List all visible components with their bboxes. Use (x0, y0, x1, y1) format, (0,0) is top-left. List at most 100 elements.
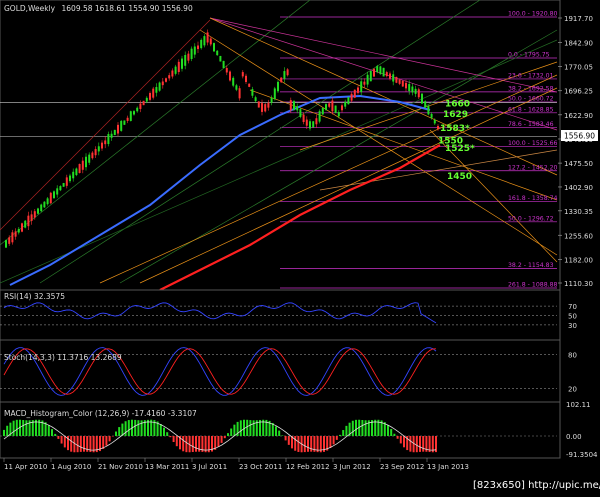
macd-bar (57, 436, 59, 439)
time-label: 23 Sep 2012 (380, 463, 424, 471)
candle-body (207, 32, 209, 42)
candle-body (287, 69, 289, 75)
candle-body (178, 62, 180, 72)
macd-level-label: 0.00 (566, 433, 582, 441)
macd-bar (105, 436, 107, 446)
candle-body (194, 47, 196, 55)
price-label: 1402.90 (564, 184, 593, 192)
price-label: 1696.25 (564, 88, 593, 96)
macd-bar (387, 425, 389, 436)
candle-body (168, 75, 170, 78)
candle-body (319, 111, 321, 121)
fib-level-label: 38.2 - 1154.83 (508, 262, 554, 269)
candle-body (354, 90, 356, 98)
time-label: 13 Jan 2013 (427, 463, 469, 471)
stochastic-title: Stoch(14,3,3) 11.3716 13.2689 (4, 353, 122, 362)
stochastic-panel[interactable]: Stoch(14,3,3) 11.3716 13.2689 (0, 340, 560, 402)
candle-body (171, 70, 173, 76)
candle-body (120, 121, 122, 131)
macd-bar (329, 436, 331, 448)
candle-body (146, 98, 148, 102)
macd-bar (342, 430, 344, 436)
macd-bar (3, 430, 5, 436)
candle-body (184, 55, 186, 66)
candle-body (283, 71, 285, 79)
candle-body (197, 45, 199, 49)
macd-bar (173, 436, 175, 442)
candle-body (175, 67, 177, 74)
candle-body (242, 72, 244, 76)
candle-body (226, 68, 228, 72)
candle-body (75, 169, 77, 176)
macd-level-label: 102.11 (566, 401, 591, 409)
time-label: 21 Nov 2010 (98, 463, 143, 471)
candle-body (127, 118, 129, 121)
macd-bar (233, 425, 235, 436)
candle-body (37, 208, 39, 213)
candle-body (216, 51, 218, 55)
candle-body (213, 43, 215, 51)
candle-body (5, 240, 7, 247)
macd-bar (64, 436, 66, 447)
svg-text:[823x650] http://upic.me/: [823x650] http://upic.me/ (473, 480, 600, 491)
candle-body (389, 73, 391, 78)
candle-body (24, 221, 26, 228)
candle-body (386, 72, 388, 76)
candle-body (402, 81, 404, 87)
candle-body (72, 172, 74, 179)
candle-body (434, 120, 436, 124)
candle-body (303, 115, 305, 122)
fib-level-label: 38.2 - 1692.58 (508, 85, 554, 92)
candle-body (251, 89, 253, 96)
candle-body (187, 54, 189, 61)
current-price-badge: 1556.90 (561, 130, 598, 141)
candle-body (11, 232, 13, 242)
stochastic-level-label: 80 (568, 351, 577, 359)
macd-bar (166, 432, 168, 436)
candle-body (267, 103, 269, 108)
stochastic-level-label: 20 (568, 386, 577, 394)
macd-bar (25, 420, 27, 436)
candle-body (383, 68, 385, 77)
candle-body (328, 103, 330, 106)
candle-body (322, 108, 324, 115)
candle-body (82, 161, 84, 170)
candle-body (248, 84, 250, 87)
macd-bar (227, 433, 229, 436)
price-label: 1110.30 (564, 280, 593, 288)
fib-level-label: 50.0 - 1296.72 (508, 215, 554, 222)
candle-body (40, 205, 42, 212)
candle-body (79, 164, 81, 173)
candle-body (395, 77, 397, 83)
candle-body (261, 103, 263, 112)
candle-body (219, 56, 221, 62)
fib-level-label: 50.0 - 1660.72 (508, 95, 554, 102)
macd-bar (281, 435, 283, 436)
candle-body (8, 237, 10, 244)
price-label: 1622.90 (564, 112, 593, 120)
macd-bar (249, 420, 251, 436)
rsi-panel[interactable]: RSI(14) 32.3575 (0, 290, 560, 340)
candle-body (47, 198, 49, 204)
macd-bar (137, 420, 139, 436)
candle-body (162, 82, 164, 86)
macd-bar (51, 429, 53, 436)
watermark: [823x650] http://upic.me/ (470, 476, 600, 493)
macd-bar (253, 420, 255, 436)
rsi-level-label: 50 (568, 313, 577, 321)
macd-bar (80, 436, 82, 452)
candle-body (229, 72, 231, 81)
macd-bar (13, 421, 15, 436)
macd-bar (16, 420, 18, 436)
time-label: 11 Apr 2010 (4, 463, 47, 471)
macd-bar (393, 434, 395, 436)
candle-body (18, 229, 20, 233)
rsi-level-label: 30 (568, 322, 577, 330)
macd-panel[interactable]: MACD_Histogram_Color (12,26,9) -17.4160 … (0, 402, 560, 458)
candle-body (53, 191, 55, 198)
price-label: 1917.70 (564, 15, 593, 23)
candle-body (104, 140, 106, 144)
candle-body (296, 106, 298, 110)
